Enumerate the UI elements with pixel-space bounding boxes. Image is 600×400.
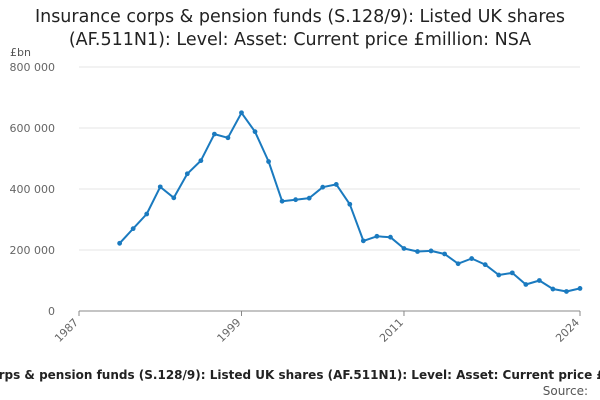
data-point xyxy=(239,110,244,116)
data-point xyxy=(157,184,163,190)
data-point xyxy=(509,270,515,276)
data-point xyxy=(360,238,366,244)
data-point xyxy=(442,251,447,257)
data-point xyxy=(550,286,556,292)
data-point xyxy=(320,184,326,190)
data-point xyxy=(401,246,407,251)
data-point xyxy=(374,233,380,239)
y-tick-label: 800 000 xyxy=(10,61,56,74)
data-point xyxy=(577,286,583,291)
data-point xyxy=(564,289,569,294)
data-point xyxy=(482,262,488,268)
data-point xyxy=(171,195,177,201)
x-tick-label: 1999 xyxy=(215,316,244,345)
y-tick-label: 400 000 xyxy=(10,183,56,196)
data-point xyxy=(144,211,150,217)
source-label: Source: xyxy=(542,384,588,398)
data-point xyxy=(388,234,393,240)
data-point xyxy=(523,282,529,287)
data-point xyxy=(184,171,190,177)
caption-bar: Insurance corps & pension funds (S.128/9… xyxy=(0,368,600,384)
y-tick-label: 600 000 xyxy=(10,122,56,135)
data-point xyxy=(347,201,353,207)
chart-caption: Insurance corps & pension funds (S.128/9… xyxy=(0,368,600,382)
x-tick-label: 2011 xyxy=(377,316,406,345)
y-tick-label: 200 000 xyxy=(10,244,56,257)
chart-title: Insurance corps & pension funds (S.128/9… xyxy=(34,7,566,50)
data-point xyxy=(252,129,258,135)
data-point xyxy=(130,226,136,232)
data-point xyxy=(496,272,502,278)
data-point xyxy=(536,278,542,283)
data-point xyxy=(225,135,231,141)
data-point xyxy=(428,248,434,254)
y-tick-label: 0 xyxy=(48,305,55,318)
data-point xyxy=(293,197,299,203)
data-point xyxy=(212,131,217,137)
data-point xyxy=(117,240,123,246)
data-point xyxy=(306,195,312,201)
data-point xyxy=(266,159,271,164)
y-axis-unit-label: £bn xyxy=(10,46,31,59)
data-point xyxy=(469,256,475,261)
data-point xyxy=(455,261,461,267)
x-tick-label: 2024 xyxy=(553,316,582,345)
x-tick-label: 1987 xyxy=(52,316,81,345)
data-point xyxy=(198,158,204,164)
data-point xyxy=(333,182,339,187)
data-point xyxy=(415,249,420,254)
data-point xyxy=(279,198,285,204)
